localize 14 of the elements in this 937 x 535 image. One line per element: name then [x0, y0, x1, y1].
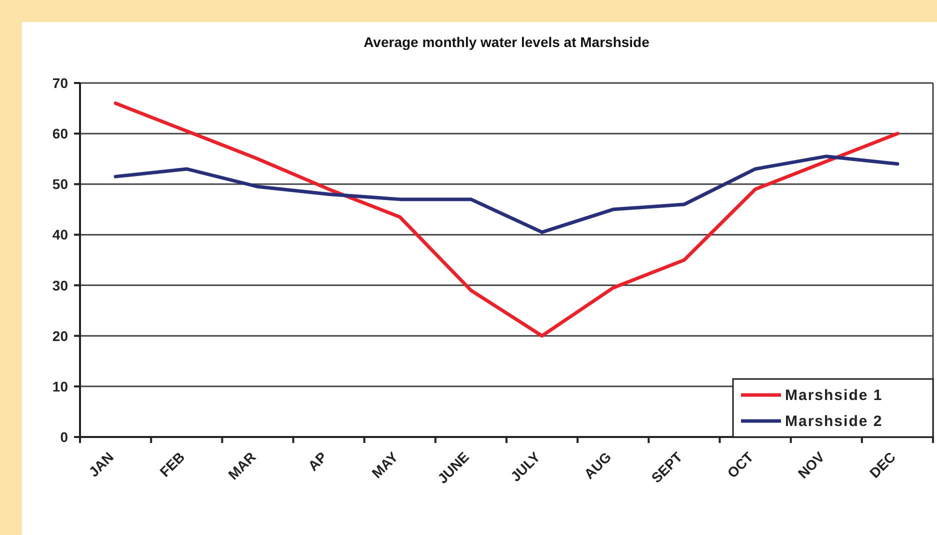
- y-tick-label: 70: [52, 75, 68, 91]
- y-tick-label: 20: [52, 328, 68, 344]
- y-tick-label: 30: [52, 277, 68, 294]
- line-series: [114, 101, 900, 338]
- y-tick-label: 60: [52, 126, 68, 142]
- chart-title: Average monthly water levels at Marshside: [364, 34, 650, 50]
- y-tick-label: 10: [52, 378, 68, 394]
- y-tick-label: 50: [52, 176, 68, 192]
- y-tick-label: 0: [60, 429, 68, 445]
- legend-label: Marshside 2: [785, 413, 883, 430]
- line-series: [114, 154, 900, 234]
- y-tick-label: 40: [52, 226, 68, 243]
- x-tick-label: AP: [304, 448, 330, 474]
- legend-label: Marshside 1: [785, 387, 883, 404]
